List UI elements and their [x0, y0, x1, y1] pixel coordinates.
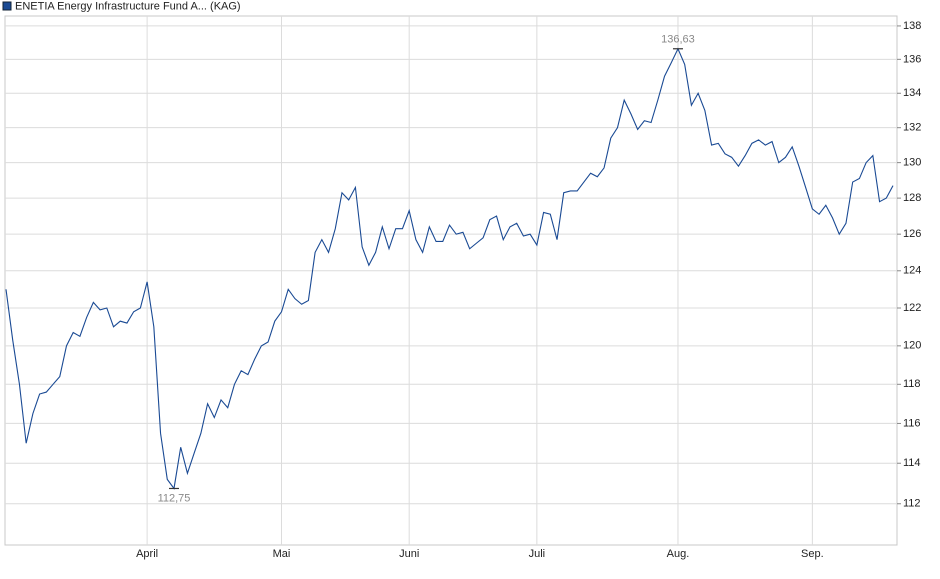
annotation-label: 136,63: [661, 34, 695, 46]
legend-label: ENETIA Energy Infrastructure Fund A... (…: [15, 0, 241, 12]
y-tick-label: 128: [903, 192, 921, 204]
y-tick-label: 136: [903, 53, 921, 65]
legend-swatch: [2, 1, 12, 11]
y-tick-label: 112: [903, 498, 921, 510]
annotation-label: 112,75: [158, 492, 191, 504]
line-series: [5, 47, 894, 490]
y-tick-label: 116: [903, 417, 921, 429]
x-tick-label: Juli: [529, 548, 546, 560]
y-tick-label: 132: [903, 122, 921, 134]
y-tick-label: 118: [903, 378, 921, 390]
y-tick-label: 130: [903, 157, 921, 169]
x-tick-label: Juni: [399, 548, 419, 560]
plot-area: [4, 15, 898, 546]
x-tick-label: Mai: [273, 548, 291, 560]
y-tick-label: 120: [903, 340, 921, 352]
y-tick-label: 122: [903, 302, 921, 314]
x-tick-label: April: [136, 548, 158, 560]
y-tick-label: 124: [903, 265, 921, 277]
y-tick-label: 138: [903, 20, 921, 32]
x-tick-label: Aug.: [667, 548, 690, 560]
y-tick-label: 126: [903, 228, 921, 240]
y-tick-label: 134: [903, 87, 921, 99]
y-tick-label: 114: [903, 457, 921, 469]
x-tick-label: Sep.: [801, 548, 824, 560]
